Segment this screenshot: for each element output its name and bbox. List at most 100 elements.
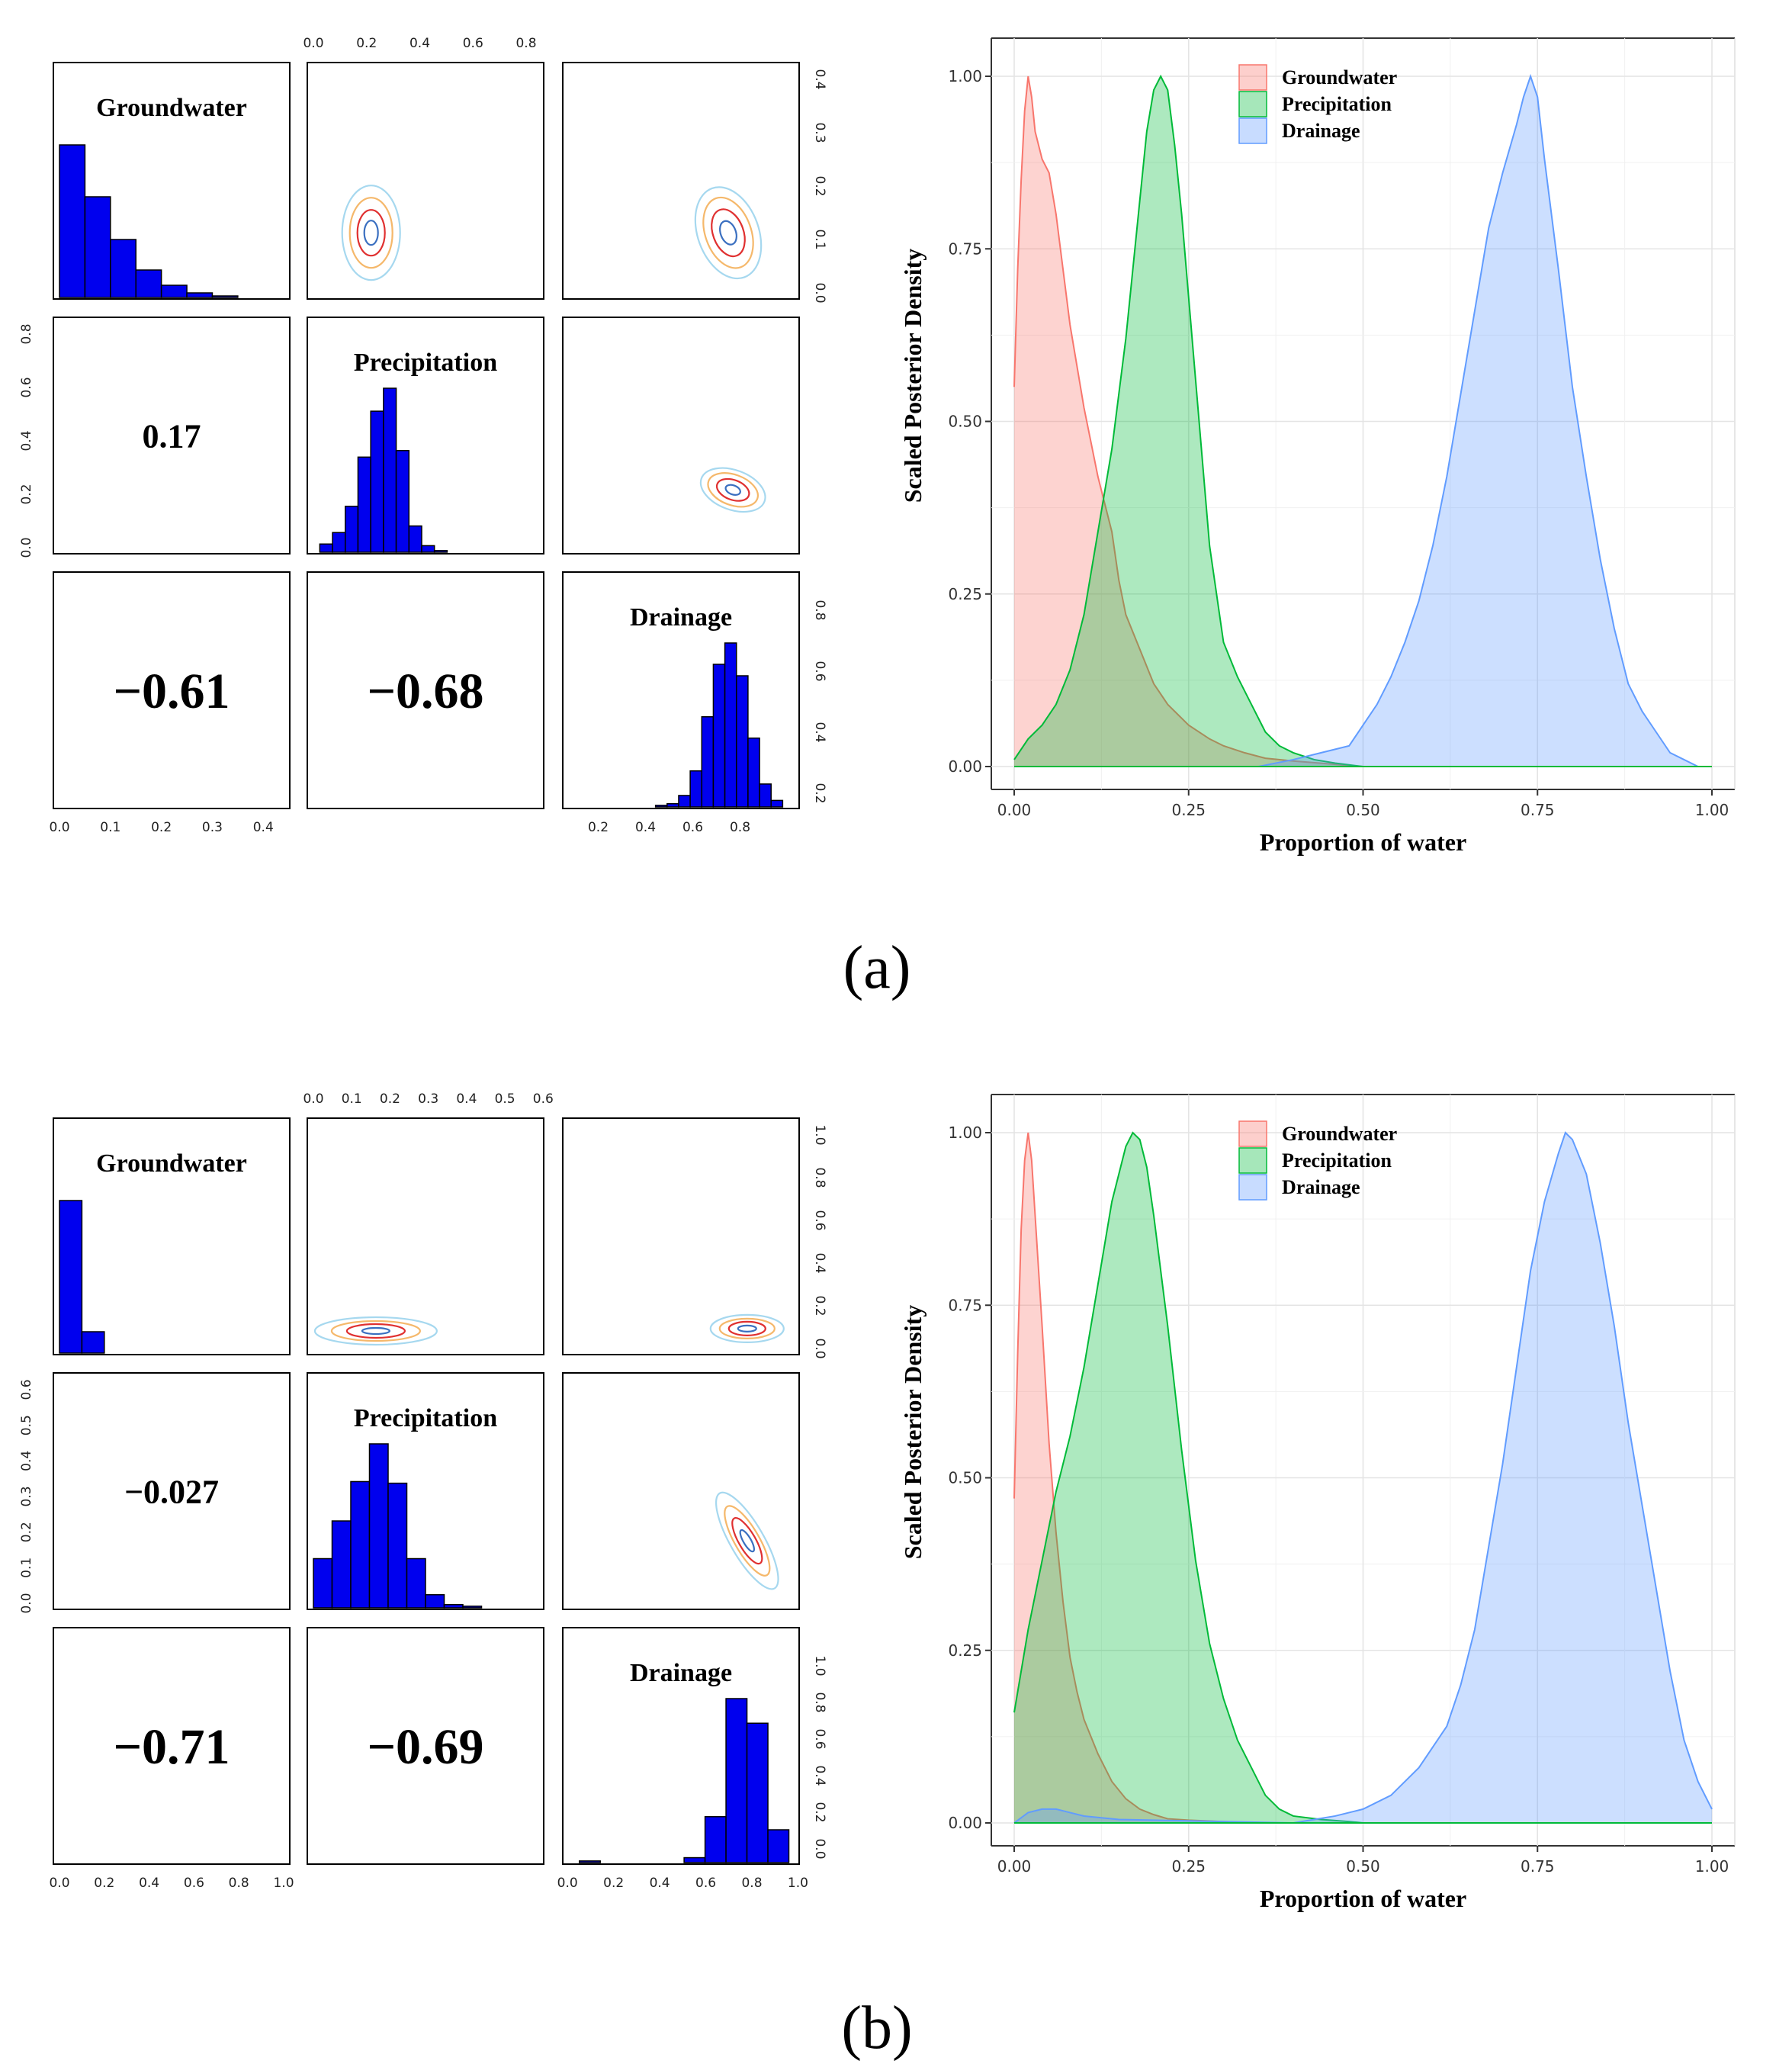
pairs-tick-left: 0.2 — [19, 1522, 34, 1542]
precipitation-density-line — [1013, 1131, 1363, 1824]
drainage-hist-bar — [689, 770, 703, 808]
pairs-tick-bottom-col2: 0.2 — [588, 820, 609, 835]
pairs-tick-top: 0.0 — [303, 1091, 323, 1107]
pairs-tick-top: 0.2 — [356, 36, 377, 51]
pairs-tick-left: 0.2 — [19, 484, 34, 504]
pairs-tick-top: 0.3 — [418, 1091, 438, 1107]
pairs-cell-1-1 — [307, 317, 544, 555]
pairs-cell-2-1 — [307, 571, 544, 809]
groundwater-hist-bar — [59, 144, 86, 298]
pairs-tick-top: 0.1 — [342, 1091, 362, 1107]
correlation-label: −0.027 — [124, 1473, 219, 1510]
pairs-tick-right-drainage: 0.6 — [812, 661, 827, 681]
drainage-hist-bar — [683, 1856, 706, 1863]
density-ytick-label: 0.75 — [948, 1296, 982, 1314]
precipitation-hist-bar — [370, 410, 384, 553]
contour-ring-1-2 — [707, 472, 759, 508]
contour-ring-1-2 — [724, 1505, 771, 1577]
pairs-cell-1-2 — [562, 317, 800, 555]
pairs-cell-2-2 — [562, 1627, 800, 1865]
pairs-tick-right-drainage: 0.2 — [812, 1802, 827, 1822]
pairs-tick-bottom-col2: 0.8 — [741, 1876, 762, 1891]
contour-ring-0-1 — [313, 1316, 438, 1346]
precipitation-density-area — [1014, 76, 1363, 767]
pairs-tick-top: 0.8 — [515, 36, 536, 51]
contour-ring-0-2 — [694, 186, 763, 280]
drainage-hist-bar — [747, 737, 760, 808]
density-ytick-label: 0.00 — [948, 1814, 982, 1832]
pairs-tick-left: 0.5 — [19, 1415, 34, 1435]
caption-a: (a) — [843, 934, 911, 1001]
pairs-tick-bottom-col0: 0.4 — [139, 1876, 159, 1891]
precipitation-hist-bar — [395, 449, 410, 553]
pairs-tick-bottom-col2: 0.6 — [682, 820, 703, 835]
pairs-tick-right: 0.2 — [812, 1295, 827, 1316]
density-xtick-label: 0.50 — [1346, 801, 1380, 819]
pairs-tick-top: 0.2 — [380, 1091, 400, 1107]
pairs-tick-right: 0.0 — [812, 1338, 827, 1358]
density-ytick-label: 1.00 — [948, 1124, 982, 1142]
correlation-label: −0.61 — [113, 664, 230, 719]
groundwater-hist-bar — [135, 269, 162, 298]
contour-ring-1-2 — [724, 484, 741, 496]
pairs-tick-bottom-col0: 0.6 — [184, 1876, 204, 1891]
pairs-cell-0-2 — [562, 62, 800, 300]
precipitation-hist-bar — [433, 550, 448, 553]
pairs-tick-bottom-col0: 0.8 — [229, 1876, 249, 1891]
precipitation-hist-bar — [345, 506, 359, 553]
pairs-tick-right: 0.1 — [812, 229, 827, 249]
drainage-hist-bar — [735, 675, 749, 808]
precipitation-density-line — [1013, 74, 1363, 767]
contour-ring-0-1 — [345, 1323, 406, 1339]
pairs-tick-right-drainage: 0.8 — [812, 1692, 827, 1712]
correlation-label: 0.17 — [143, 417, 201, 455]
precipitation-hist-bar — [425, 1594, 445, 1609]
contour-ring-0-2 — [719, 220, 737, 246]
precipitation-name: Precipitation — [354, 1404, 497, 1432]
pairs-cell-1-0 — [53, 317, 291, 555]
legend-swatch-groundwater — [1238, 64, 1267, 91]
pairs-tick-bottom-col0: 0.2 — [151, 820, 172, 835]
density-y-axis-label: Scaled Posterior Density — [899, 1305, 927, 1560]
contour-ring-1-2 — [739, 1529, 755, 1553]
contour-ring-0-2 — [718, 1317, 776, 1340]
pairs-tick-right-drainage: 0.8 — [812, 600, 827, 620]
pairs-tick-top: 0.4 — [456, 1091, 477, 1107]
legend-swatch-precipitation — [1238, 91, 1267, 117]
pairs-tick-left: 0.6 — [19, 1379, 34, 1400]
groundwater-hist-bar — [81, 1331, 105, 1354]
density-xtick-label: 0.00 — [997, 801, 1032, 819]
groundwater-hist-bar — [110, 239, 136, 298]
contour-ring-1-2 — [715, 477, 750, 502]
pairs-tick-right: 0.8 — [812, 1167, 827, 1188]
pairs-cell-0-1 — [307, 1117, 544, 1355]
drainage-hist-bar — [746, 1722, 769, 1863]
pairs-cell-1-1 — [307, 1372, 544, 1610]
pairs-tick-right-drainage: 0.0 — [812, 1838, 827, 1859]
pairs-tick-left: 0.0 — [19, 1593, 34, 1613]
precipitation-hist-bar — [332, 532, 346, 553]
groundwater-hist-bar — [186, 292, 214, 298]
density-xtick-label: 0.25 — [1171, 801, 1206, 819]
pairs-tick-top: 0.5 — [495, 1091, 515, 1107]
pairs-tick-left: 0.0 — [19, 537, 34, 558]
groundwater-hist-bar — [160, 284, 188, 298]
legend-swatch-groundwater — [1238, 1120, 1267, 1147]
pairs-tick-bottom-col2: 0.4 — [635, 820, 656, 835]
pairs-tick-bottom-col0: 0.2 — [94, 1876, 114, 1891]
pairs-tick-bottom-col2: 0.8 — [730, 820, 750, 835]
panel-b: Groundwater Precipitation Drainage −0.027 −0… — [19, 1091, 1736, 2062]
precipitation-hist-bar — [319, 543, 333, 553]
pairs-tick-bottom-col0: 1.0 — [273, 1876, 294, 1891]
precipitation-hist-bar — [357, 456, 371, 553]
pairs-tick-right: 0.4 — [812, 1252, 827, 1273]
correlation-label: −0.71 — [113, 1719, 230, 1775]
pairs-tick-bottom-col0: 0.0 — [49, 820, 69, 835]
drainage-hist-bar — [678, 795, 691, 808]
legend-swatch-precipitation — [1238, 1147, 1267, 1174]
pairs-tick-left: 0.1 — [19, 1557, 34, 1578]
drainage-hist-bar — [578, 1860, 601, 1863]
caption-b: (b) — [841, 1995, 912, 2062]
groundwater-hist-bar — [59, 1200, 83, 1354]
